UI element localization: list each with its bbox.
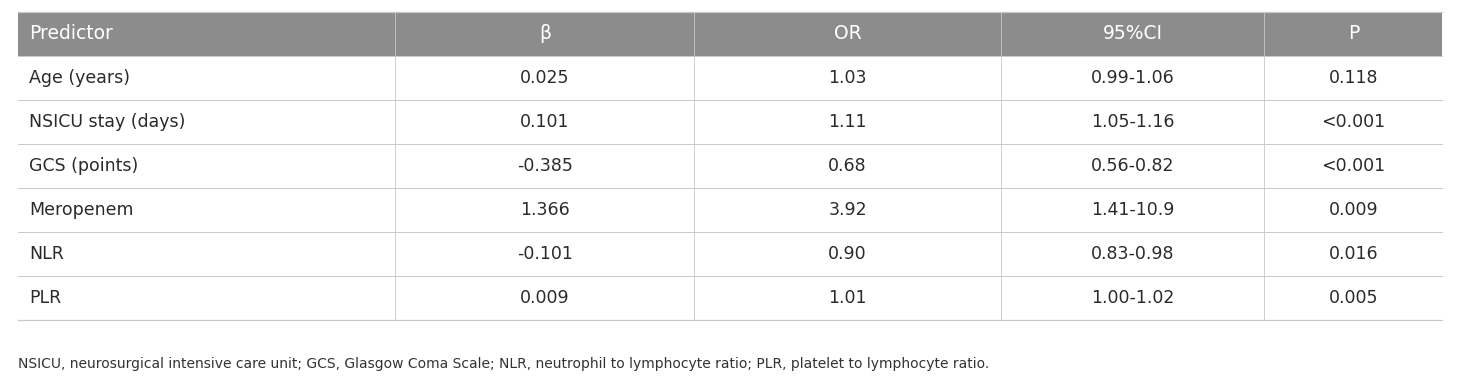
Text: NSICU stay (days): NSICU stay (days): [29, 113, 185, 131]
Text: -0.385: -0.385: [517, 157, 572, 175]
Text: 95%CI: 95%CI: [1102, 24, 1162, 43]
Text: 0.68: 0.68: [828, 157, 867, 175]
Text: NLR: NLR: [29, 245, 64, 263]
Bar: [18, 12, 1442, 56]
Text: Age (years): Age (years): [29, 69, 130, 87]
Bar: [18, 100, 1442, 144]
Text: 0.005: 0.005: [1329, 290, 1378, 307]
Text: 1.05-1.16: 1.05-1.16: [1091, 113, 1174, 131]
Text: <0.001: <0.001: [1321, 157, 1386, 175]
Text: Predictor: Predictor: [29, 24, 112, 43]
Text: 0.118: 0.118: [1329, 69, 1378, 87]
Text: 0.83-0.98: 0.83-0.98: [1091, 245, 1174, 263]
Bar: [18, 232, 1442, 276]
Text: <0.001: <0.001: [1321, 113, 1386, 131]
Text: β: β: [539, 24, 550, 43]
Text: 0.99-1.06: 0.99-1.06: [1091, 69, 1174, 87]
Text: 0.009: 0.009: [520, 290, 569, 307]
Text: 0.56-0.82: 0.56-0.82: [1091, 157, 1174, 175]
Text: GCS (points): GCS (points): [29, 157, 139, 175]
Text: 0.016: 0.016: [1329, 245, 1378, 263]
Text: 1.01: 1.01: [828, 290, 867, 307]
Text: 1.366: 1.366: [520, 201, 569, 219]
Text: PLR: PLR: [29, 290, 61, 307]
Bar: [18, 144, 1442, 188]
Text: -0.101: -0.101: [517, 245, 572, 263]
Text: 1.00-1.02: 1.00-1.02: [1091, 290, 1174, 307]
Text: 0.025: 0.025: [520, 69, 569, 87]
Text: 0.90: 0.90: [828, 245, 867, 263]
Text: 0.101: 0.101: [520, 113, 569, 131]
Text: NSICU, neurosurgical intensive care unit; GCS, Glasgow Coma Scale; NLR, neutroph: NSICU, neurosurgical intensive care unit…: [18, 357, 988, 371]
Bar: [18, 56, 1442, 100]
Text: 1.03: 1.03: [828, 69, 867, 87]
Text: 3.92: 3.92: [828, 201, 867, 219]
Bar: [18, 188, 1442, 232]
Text: OR: OR: [834, 24, 861, 43]
Text: 0.009: 0.009: [1329, 201, 1378, 219]
Text: P: P: [1348, 24, 1359, 43]
Bar: [18, 276, 1442, 320]
Text: Meropenem: Meropenem: [29, 201, 134, 219]
Text: 1.41-10.9: 1.41-10.9: [1091, 201, 1174, 219]
Text: 1.11: 1.11: [828, 113, 867, 131]
